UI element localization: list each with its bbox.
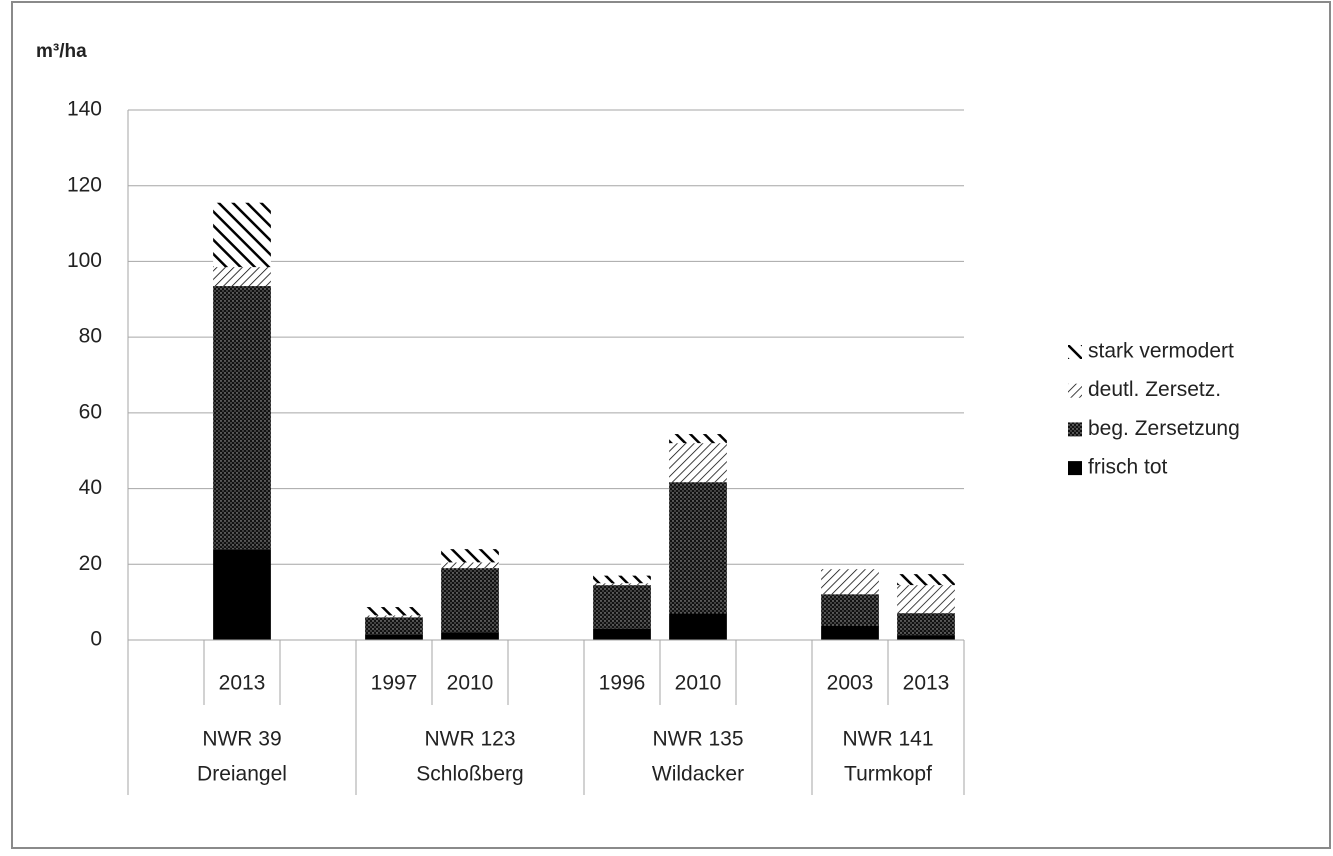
y-tick-label: 100 [67,249,102,272]
x-tick-label: 2010 [447,672,494,695]
bar-segment [365,607,423,616]
bar-segment [213,267,271,287]
bar-segment [821,625,879,640]
bar-segment [213,549,271,640]
group-label: NWR 39 [202,728,281,751]
legend-swatch [1068,461,1082,476]
bar-segment [669,443,727,483]
group-label: NWR 123 [424,728,515,751]
bar-segment [669,434,727,444]
y-tick-label: 60 [79,400,102,423]
group-label: Dreiangel [197,763,287,786]
group-label: NWR 141 [842,728,933,751]
legend-swatch [1068,422,1082,437]
bar-segment [897,635,955,640]
legend-label: beg. Zersetzung [1088,417,1240,440]
y-tick-label: 0 [90,628,102,651]
x-tick-label: 2013 [903,672,950,695]
y-tick-label: 140 [67,98,102,121]
y-axis-label: m³/ha [36,41,87,62]
group-label: Turmkopf [844,763,932,786]
legend-swatch [1068,383,1082,398]
legend-label: stark vermodert [1088,340,1234,363]
bar-segment [365,615,423,618]
bar-segment [897,585,955,614]
bar-segment [897,574,955,586]
bar-segment [441,632,499,640]
bar-segment [821,569,879,595]
y-tick-label: 40 [79,476,102,499]
bar-segment [365,617,423,635]
x-tick-label: 2010 [675,672,722,695]
bar-segment [669,482,727,614]
y-tick-label: 120 [67,173,102,196]
bar-segment [897,613,955,636]
y-tick-label: 80 [79,325,102,348]
legend-label: frisch tot [1088,456,1168,479]
bar-segment [593,575,651,584]
bar-segment [213,286,271,550]
x-tick-label: 1997 [371,672,418,695]
bar-segment [441,549,499,563]
legend-label: deutl. Zersetz. [1088,378,1221,401]
bar-segment [365,634,423,640]
bar-segment [821,594,879,626]
bar-segment [441,568,499,633]
bar-segment [593,585,651,629]
bar-segment [593,628,651,640]
y-tick-label: 20 [79,552,102,575]
x-tick-label: 1996 [599,672,646,695]
group-label: Wildacker [652,763,744,786]
legend-swatch [1068,345,1082,359]
x-tick-label: 2003 [827,672,874,695]
bar-segment [593,583,651,586]
bar-segment [669,613,727,640]
x-tick-label: 2013 [219,672,266,695]
group-label: NWR 135 [652,728,743,751]
bar-segment [213,202,271,268]
frame [11,1,1331,849]
group-label: Schloßberg [416,763,523,786]
bar-segment [441,562,499,569]
